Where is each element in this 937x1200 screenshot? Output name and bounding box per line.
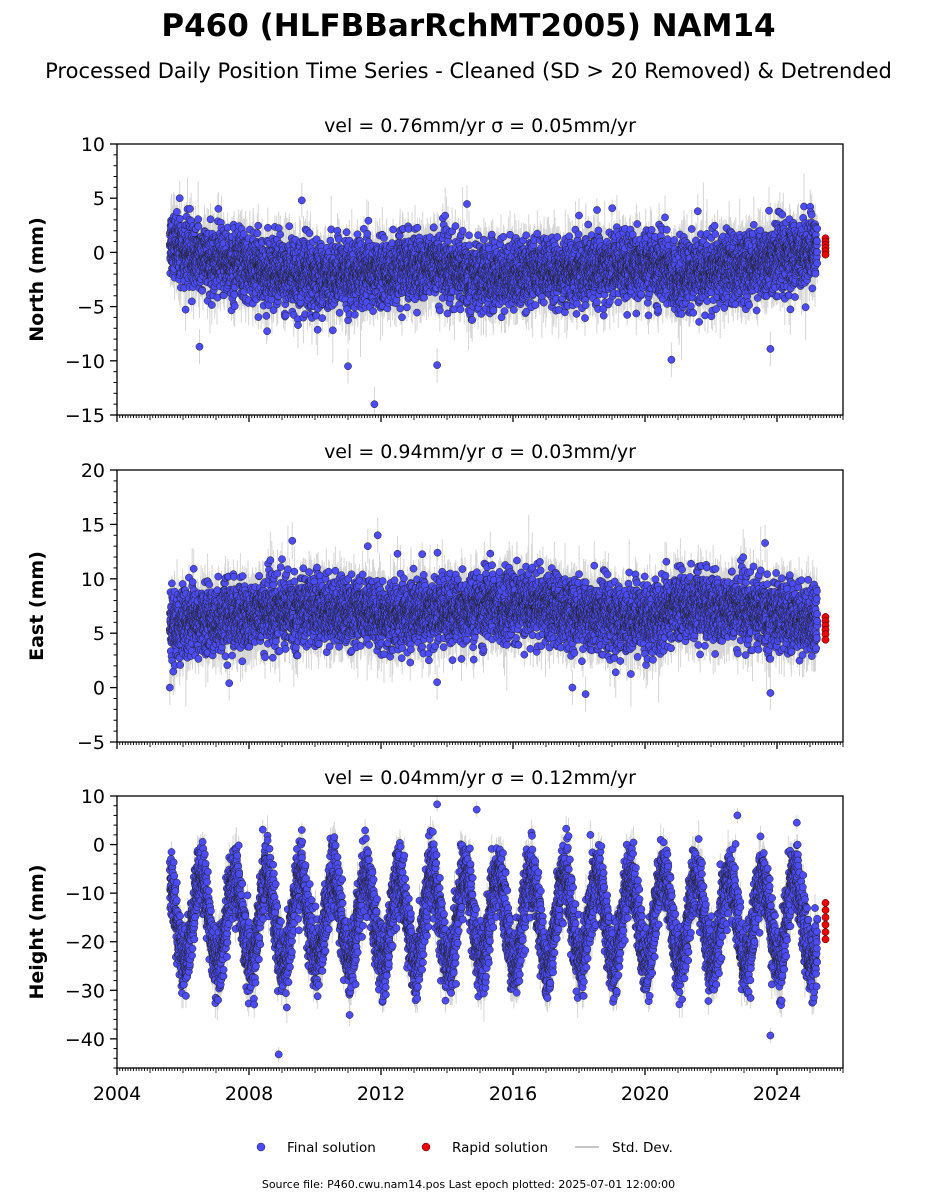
final-point xyxy=(194,215,203,224)
final-point xyxy=(262,312,271,320)
final-point xyxy=(181,305,190,314)
final-point xyxy=(186,204,194,213)
final-point xyxy=(553,233,562,241)
final-point xyxy=(353,230,362,239)
final-point xyxy=(263,327,271,336)
final-point xyxy=(480,235,488,244)
final-point xyxy=(351,310,359,319)
final-point xyxy=(533,229,542,238)
final-point xyxy=(274,224,283,233)
final-point xyxy=(468,316,477,324)
final-point xyxy=(593,298,601,306)
final-point xyxy=(254,313,263,321)
final-point xyxy=(239,230,248,238)
final-point xyxy=(194,222,203,231)
final-point xyxy=(522,231,531,240)
final-point xyxy=(281,311,290,320)
final-point xyxy=(214,204,223,213)
final-point xyxy=(264,223,272,232)
final-point xyxy=(594,226,603,235)
final-point xyxy=(328,326,337,335)
final-point xyxy=(206,215,215,224)
final-point xyxy=(451,222,460,230)
final-point xyxy=(581,301,590,310)
final-point xyxy=(253,229,262,238)
final-point xyxy=(187,297,196,306)
final-point xyxy=(403,303,411,312)
final-point xyxy=(285,222,294,231)
figure-title: P460 (HLFBBarRchMT2005) NAM14 xyxy=(161,8,775,44)
final-point xyxy=(413,308,421,317)
final-point xyxy=(380,234,388,242)
final-point xyxy=(531,301,540,309)
final-point xyxy=(593,206,601,214)
final-point xyxy=(404,225,413,233)
final-point xyxy=(176,214,184,223)
final-point xyxy=(509,305,518,314)
final-point xyxy=(429,223,438,232)
final-point xyxy=(198,286,207,295)
final-point xyxy=(230,290,239,299)
final-point xyxy=(599,311,608,320)
final-point xyxy=(305,229,314,238)
final-point xyxy=(608,204,617,213)
final-solution-points-north xyxy=(165,194,822,409)
final-point xyxy=(369,307,377,315)
figure-subtitle: Processed Daily Position Time Series - C… xyxy=(45,59,892,83)
final-point xyxy=(363,229,372,238)
final-point xyxy=(254,221,263,230)
final-point xyxy=(465,231,473,240)
final-point xyxy=(364,216,373,225)
final-point xyxy=(334,235,343,243)
final-point xyxy=(207,301,216,309)
final-point xyxy=(489,306,498,315)
final-point xyxy=(318,314,327,322)
final-point xyxy=(574,230,583,239)
final-point xyxy=(173,208,181,216)
final-point xyxy=(398,313,406,322)
final-point xyxy=(313,325,322,334)
final-point xyxy=(565,232,574,241)
final-point xyxy=(276,230,285,239)
final-point xyxy=(389,225,397,234)
final-point xyxy=(230,302,239,311)
final-point xyxy=(435,306,444,315)
final-point xyxy=(500,307,509,315)
final-point xyxy=(396,304,405,313)
final-point xyxy=(539,298,548,307)
final-point xyxy=(456,305,465,314)
final-point xyxy=(614,298,623,307)
final-point xyxy=(441,211,450,220)
final-point xyxy=(465,241,474,250)
final-point xyxy=(463,200,471,208)
final-point xyxy=(499,232,508,241)
final-point xyxy=(458,226,467,235)
final-point xyxy=(584,220,593,229)
final-point xyxy=(335,308,344,317)
final-point xyxy=(487,230,496,239)
final-point xyxy=(342,228,351,237)
final-point xyxy=(413,223,422,232)
final-point xyxy=(572,310,581,318)
final-point xyxy=(581,314,589,322)
final-point xyxy=(294,321,302,329)
